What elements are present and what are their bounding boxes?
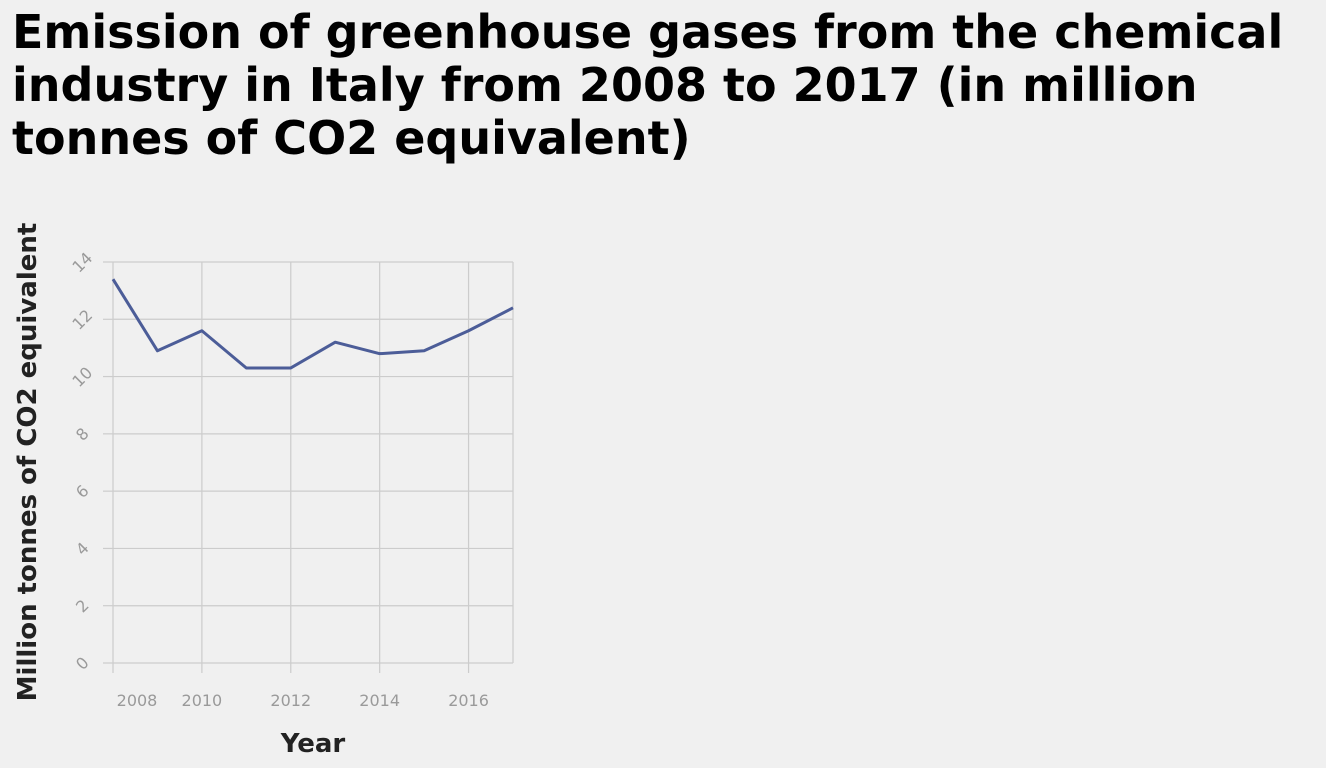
y-tick-label: 6 xyxy=(72,481,93,502)
series-layer xyxy=(111,278,514,370)
y-tick-label: 14 xyxy=(68,248,96,276)
y-tick-label: 2 xyxy=(72,596,93,617)
y-tick-label: 12 xyxy=(68,306,96,334)
x-tick-label: 2014 xyxy=(359,691,400,710)
x-tick-label: 2012 xyxy=(270,691,311,710)
chart-title: Emission of greenhouse gases from the ch… xyxy=(12,5,1284,165)
x-tick-label: 2010 xyxy=(182,691,223,710)
y-tick-label: 4 xyxy=(72,538,93,559)
series-line xyxy=(111,278,514,370)
tick-layer: 0 2 4 6 8 10 12 14 2008 2010 2012 2014 2016 xyxy=(68,248,488,710)
x-tick-label: 2008 xyxy=(117,691,158,710)
grid-layer xyxy=(103,261,514,673)
y-tick-label: 10 xyxy=(68,363,96,391)
y-axis-label: Million tonnes of CO2 equivalent xyxy=(13,223,43,702)
y-tick-label: 8 xyxy=(72,424,93,445)
x-tick-label: 2016 xyxy=(448,691,489,710)
y-tick-label: 0 xyxy=(72,653,93,674)
x-axis-label: Year xyxy=(280,729,346,759)
